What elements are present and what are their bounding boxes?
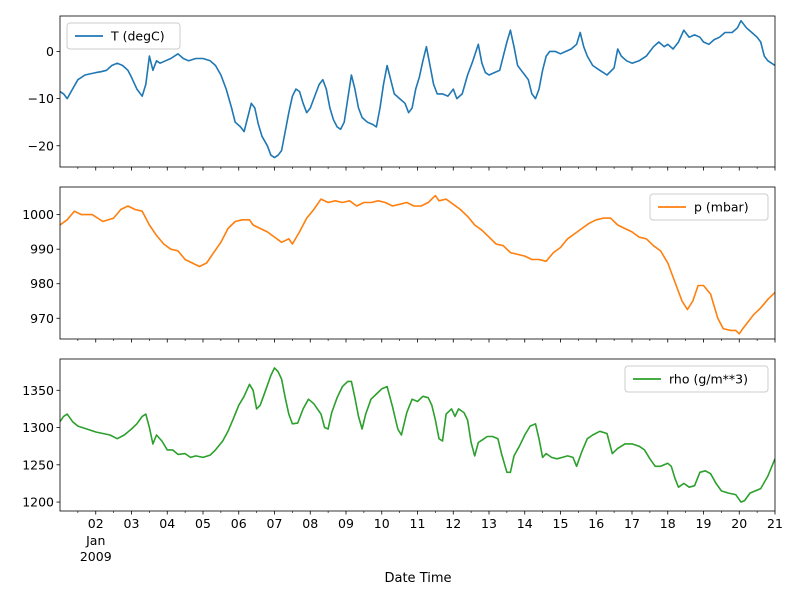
legend-box xyxy=(649,193,769,221)
x-tick-label: 14 xyxy=(517,516,533,531)
y-tick-label: 970 xyxy=(30,311,54,326)
x-tick-label: 07 xyxy=(267,516,283,531)
y-tick-label: −10 xyxy=(28,91,54,106)
y-tick-label: 1250 xyxy=(22,457,54,472)
x-tick-label: 15 xyxy=(553,516,569,531)
x-tick-label: 19 xyxy=(696,516,712,531)
x-tick-label: 20 xyxy=(731,516,747,531)
legend-label: p (mbar) xyxy=(694,200,749,215)
legend: rho (g/m**3) xyxy=(624,365,769,393)
x-tick-label: 18 xyxy=(660,516,676,531)
x-axis-label: Date Time xyxy=(384,571,451,586)
series-line-1-1 xyxy=(60,19,775,159)
subplot-1: −20 −10 0 T (degC) xyxy=(28,15,776,171)
x-tick-label: 05 xyxy=(195,516,211,531)
y-tick-label: 0 xyxy=(46,44,54,59)
y-tick-label: 980 xyxy=(30,276,54,291)
y-tick-label: 1350 xyxy=(22,383,54,398)
x-tick-label: 09 xyxy=(338,516,354,531)
legend-label: T (degC) xyxy=(110,29,165,44)
x-tick-label: 02 xyxy=(88,516,104,531)
x-tick-label: 04 xyxy=(159,516,175,531)
y-tick-label: 1000 xyxy=(22,207,54,222)
y-tick-label: 990 xyxy=(30,242,54,257)
x-tick-label: 17 xyxy=(624,516,640,531)
x-month-label: Jan xyxy=(85,533,105,548)
legend: p (mbar) xyxy=(649,193,769,221)
legend-label: rho (g/m**3) xyxy=(669,372,748,387)
series-line-2-1 xyxy=(60,194,775,335)
x-tick-label: 12 xyxy=(445,516,461,531)
legend-box xyxy=(66,22,181,50)
subplot-3: 1200 1250 1300 1350 rho (g/m**3) xyxy=(22,358,776,515)
x-year-label: 2009 xyxy=(80,549,112,564)
x-tick-label: 16 xyxy=(588,516,604,531)
x-axis-tick-labels: 02 03 04 05 06 07 08 09 10 11 12 13 14 15 16 17 18 19 20 21… xyxy=(80,516,783,564)
x-tick-label: 10 xyxy=(374,516,390,531)
x-tick-label: 03 xyxy=(124,516,140,531)
x-tick-label: 21 xyxy=(767,516,783,531)
y-tick-label: −20 xyxy=(28,138,54,153)
subplots: −20 −10 0 T (degC) 970 980 990 1000 p (mbar) 1200… xyxy=(22,15,776,515)
y-tick-label: 1300 xyxy=(22,420,54,435)
legend: T (degC) xyxy=(66,22,181,50)
legend-box xyxy=(624,365,769,393)
x-tick-label: 13 xyxy=(481,516,497,531)
x-tick-label: 06 xyxy=(231,516,247,531)
y-tick-label: 1200 xyxy=(22,495,54,510)
subplot-2: 970 980 990 1000 p (mbar) xyxy=(22,186,776,343)
series-line-3-1 xyxy=(60,367,775,503)
x-tick-label: 08 xyxy=(302,516,318,531)
x-tick-label: 11 xyxy=(410,516,426,531)
